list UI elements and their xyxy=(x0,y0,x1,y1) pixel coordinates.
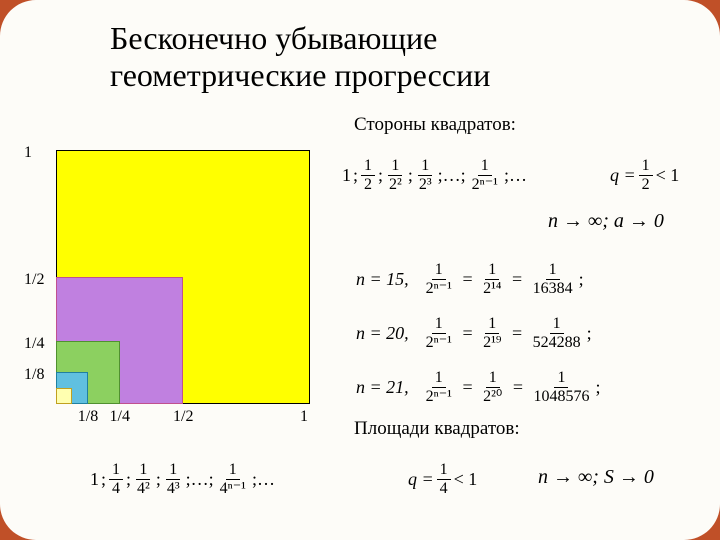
title-line2: геометрические прогрессии xyxy=(110,57,490,93)
diagram-side-label-bottom: 1/8 xyxy=(78,408,98,426)
sides-series-formula: 1 ; 12 ; 12² ; 12³ ;…; 12ⁿ⁻¹ ;… xyxy=(342,158,527,193)
diagram-side-label-bottom: 1/2 xyxy=(173,408,193,426)
diagram-side-label-bottom: 1 xyxy=(300,408,308,426)
diagram-side-label-bottom: 1/4 xyxy=(110,408,130,426)
example-row: n = 21, 12ⁿ⁻¹ = 12²⁰ = 11048576; xyxy=(356,370,600,405)
areas-limit: n → ∞; S → 0 xyxy=(538,466,654,489)
areas-q-formula: q = 14 < 1 xyxy=(408,462,477,497)
corner-decoration xyxy=(684,504,720,540)
title-line1: Бесконечно убывающие xyxy=(110,20,437,56)
slide-title: Бесконечно убывающие геометрические прог… xyxy=(110,20,490,94)
example-row: n = 20, 12ⁿ⁻¹ = 12¹⁹ = 1524288; xyxy=(356,316,592,351)
diagram-square xyxy=(56,388,72,404)
diagram-side-label-left: 1 xyxy=(24,144,32,162)
sides-limit: n → ∞; a → 0 xyxy=(548,210,664,233)
example-row: n = 15, 12ⁿ⁻¹ = 12¹⁴ = 116384; xyxy=(356,262,584,297)
nested-squares-diagram: 111/21/21/41/41/81/8 xyxy=(56,150,310,404)
sides-q-formula: q = 12 < 1 xyxy=(610,158,679,193)
areas-series-formula: 1 ; 14 ; 14² ; 14³ ;…; 14ⁿ⁻¹ ;… xyxy=(90,462,275,497)
subtitle-sides: Стороны квадратов: xyxy=(354,114,516,136)
diagram-side-label-left: 1/4 xyxy=(24,335,44,353)
corner-decoration xyxy=(0,504,36,540)
corner-decoration xyxy=(0,0,36,36)
subtitle-areas: Площади квадратов: xyxy=(354,418,520,440)
corner-decoration xyxy=(684,0,720,36)
diagram-side-label-left: 1/8 xyxy=(24,366,44,384)
diagram-side-label-left: 1/2 xyxy=(24,271,44,289)
